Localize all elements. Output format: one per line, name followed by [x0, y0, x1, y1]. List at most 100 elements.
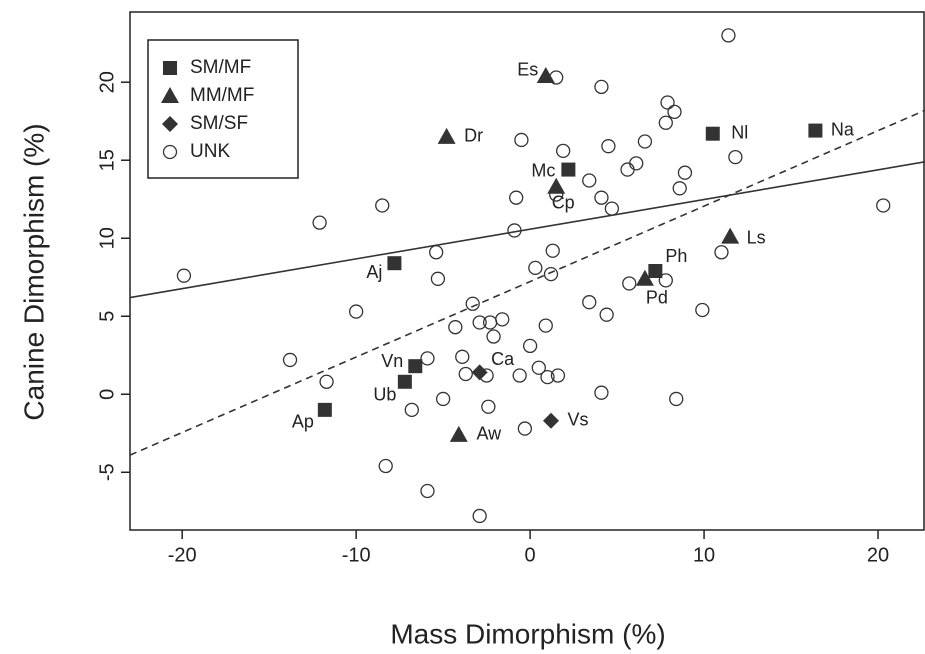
- circle-marker: [538, 318, 553, 333]
- triangle-marker: [536, 66, 555, 83]
- circle-marker: [429, 245, 444, 260]
- circle-marker: [714, 245, 729, 260]
- circle-marker: [594, 79, 609, 95]
- circle-marker: [512, 368, 527, 383]
- circle-marker: [465, 296, 480, 311]
- point-label: Mc: [531, 160, 555, 180]
- triangle-marker: [635, 269, 654, 286]
- x-axis-title: Mass Dimorphism (%): [390, 618, 665, 649]
- y-tick-label: 10: [96, 227, 118, 249]
- legend-label: UNK: [190, 141, 230, 162]
- circle-marker: [448, 320, 463, 335]
- circle-marker: [599, 307, 614, 322]
- circle-marker: [420, 483, 435, 499]
- legend-marker: [161, 87, 179, 103]
- circle-marker: [728, 149, 743, 165]
- circle-marker: [594, 190, 609, 205]
- circle-marker: [531, 360, 546, 375]
- x-tick-label: -10: [342, 544, 371, 566]
- point-label: Vn: [381, 351, 403, 371]
- circle-marker: [507, 223, 522, 238]
- circle-marker: [721, 28, 736, 43]
- point-label: Ub: [373, 385, 396, 405]
- legend: SM/MF MM/MF SM/SF UNK: [147, 39, 299, 179]
- legend-label: SM/MF: [190, 57, 251, 78]
- square-marker: [648, 264, 663, 278]
- fit-line: [129, 109, 925, 456]
- circle-marker: [622, 276, 637, 291]
- point-label: Ap: [292, 412, 314, 432]
- y-tick-label: 20: [96, 71, 118, 93]
- legend-label: MM/MF: [190, 85, 254, 106]
- circle-marker: [582, 295, 597, 310]
- circle-marker: [282, 352, 298, 368]
- circle-marker: [509, 190, 524, 205]
- circle-marker: [677, 165, 693, 180]
- point-label: Aj: [366, 262, 382, 282]
- circle-marker: [658, 273, 673, 288]
- y-tick-label: 5: [96, 311, 118, 322]
- legend-marker: [162, 144, 178, 160]
- circle-marker: [604, 201, 620, 216]
- circle-marker: [550, 368, 566, 383]
- triangle-marker: [449, 425, 468, 442]
- circle-marker: [312, 215, 327, 230]
- circle-marker: [472, 315, 487, 330]
- x-tick-label: 0: [525, 544, 536, 566]
- triangle-marker: [721, 227, 740, 244]
- circle-marker: [514, 132, 529, 148]
- circle-marker: [876, 198, 891, 213]
- point-label: Dr: [464, 126, 483, 146]
- circle-marker: [458, 366, 473, 382]
- square-marker: [705, 126, 720, 141]
- point-label: Cp: [552, 192, 575, 212]
- y-tick-label: 15: [96, 149, 118, 171]
- circle-marker: [549, 187, 564, 202]
- x-tick-label: -20: [168, 544, 197, 566]
- circle-marker: [528, 260, 543, 276]
- point-label: Vs: [567, 410, 588, 430]
- square-marker: [561, 162, 576, 177]
- circle-marker: [404, 402, 419, 418]
- point-label: Aw: [476, 424, 502, 444]
- circle-marker: [620, 162, 635, 177]
- square-marker: [387, 256, 402, 271]
- diamond-marker: [542, 412, 559, 429]
- circle-marker: [486, 329, 501, 344]
- circle-marker: [667, 104, 682, 120]
- circle-marker: [375, 198, 390, 213]
- circle-marker: [176, 268, 192, 283]
- legend-label: SM/SF: [190, 113, 248, 134]
- y-tick-label: -5: [96, 463, 118, 481]
- circle-marker: [481, 399, 496, 414]
- circle-marker: [435, 391, 451, 407]
- circle-marker: [556, 143, 571, 159]
- circle-marker: [543, 266, 559, 282]
- y-axis-title: Canine Dimorphism (%): [18, 123, 49, 420]
- circle-marker: [540, 369, 555, 385]
- fit-line: [129, 160, 925, 299]
- circle-marker: [629, 156, 644, 171]
- legend-marker: [162, 116, 178, 132]
- circle-marker: [455, 349, 470, 364]
- square-marker: [317, 402, 332, 417]
- point-label: Ls: [747, 227, 766, 247]
- circle-marker: [517, 421, 533, 436]
- circle-marker: [695, 302, 710, 318]
- square-marker: [397, 374, 412, 389]
- diamond-marker: [471, 364, 488, 381]
- circle-marker: [319, 374, 334, 389]
- circle-marker: [672, 181, 687, 196]
- square-marker: [408, 359, 423, 374]
- point-label: Pd: [646, 288, 668, 308]
- plot-frame: [129, 11, 925, 531]
- circle-marker: [430, 271, 446, 286]
- circle-marker: [601, 139, 616, 154]
- circle-marker: [420, 351, 435, 366]
- circle-marker: [522, 338, 538, 354]
- circle-marker: [378, 458, 393, 474]
- x-tick-label: 10: [693, 544, 715, 566]
- point-label: Nl: [731, 122, 748, 142]
- circle-marker: [348, 304, 364, 319]
- circle-marker: [582, 173, 597, 188]
